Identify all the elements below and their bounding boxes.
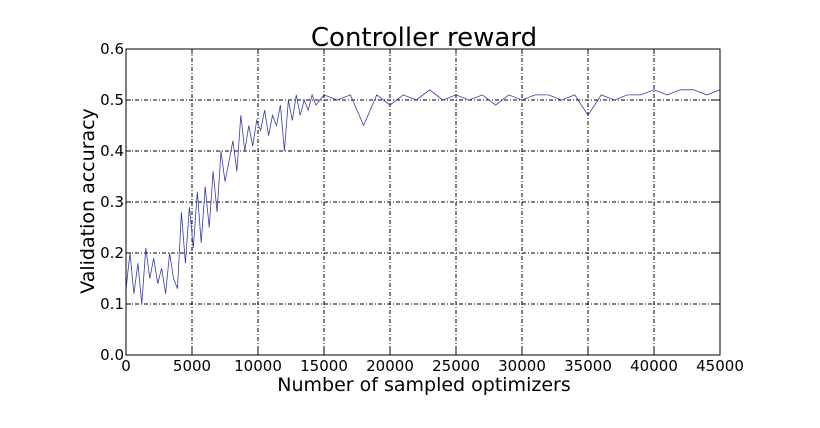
series-line	[125, 89, 721, 305]
y-tick-label: 0.6	[100, 40, 124, 58]
y-tick-label: 0.4	[100, 142, 124, 160]
x-tick-label: 30000	[498, 357, 546, 375]
x-tick-label: 25000	[432, 357, 480, 375]
x-tick-label: 40000	[630, 357, 678, 375]
x-tick-label: 35000	[564, 357, 612, 375]
x-tick-label: 20000	[366, 357, 414, 375]
x-tick-label: 10000	[234, 357, 282, 375]
x-tick-label: 5000	[173, 357, 211, 375]
y-tick-label: 0.0	[100, 346, 124, 364]
y-tick-label: 0.5	[100, 91, 124, 109]
x-tick-label: 0	[121, 357, 131, 375]
x-tick-label: 45000	[696, 357, 744, 375]
y-tick-label: 0.3	[100, 193, 124, 211]
x-tick-label: 15000	[300, 357, 348, 375]
ticks: 0 5000 10000 15000 20000 25000 30000 35000 40000…	[100, 40, 744, 375]
x-axis-label: Number of sampled optimizers	[277, 374, 570, 396]
series-layer	[125, 89, 721, 305]
grid	[126, 49, 720, 355]
y-axis-label: Validation accuracy	[77, 108, 99, 294]
y-tick-label: 0.1	[100, 295, 124, 313]
chart-title: Controller reward	[311, 23, 537, 53]
y-tick-label: 0.2	[100, 244, 124, 262]
